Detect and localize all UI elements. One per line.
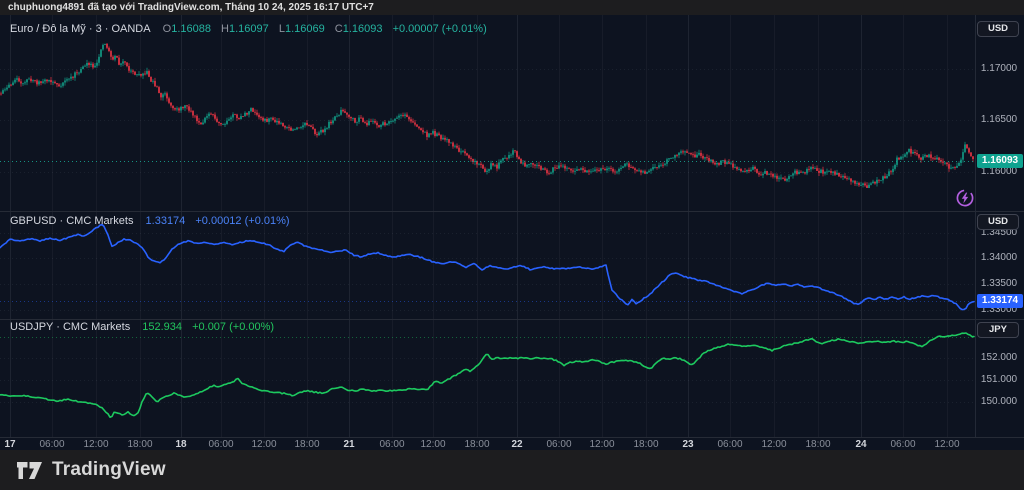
time-axis-label: 12:00 xyxy=(83,439,109,450)
price-axis-label: 150.000 xyxy=(980,396,1018,407)
time-axis-label: 12:00 xyxy=(934,439,960,450)
time-axis-label: 06:00 xyxy=(717,439,743,450)
time-axis-label: 12:00 xyxy=(420,439,446,450)
price-axis-label: 1.33000 xyxy=(980,304,1018,315)
lightning-bolt-icon xyxy=(956,189,974,207)
price-axis-label: 151.000 xyxy=(980,374,1018,385)
gbpusd-line-series xyxy=(0,223,975,311)
attribution-bar: chuphuong4891 đã tạo với TradingView.com… xyxy=(0,0,1024,15)
horizontal-gridlines xyxy=(0,233,975,311)
currency-button-jpy-usdjpy[interactable]: JPY xyxy=(977,322,1019,338)
gbpusd-legend[interactable]: GBPUSD · CMC Markets 1.33174 +0.00012 (+… xyxy=(10,215,290,227)
ohlc-close-value: 1.16093 xyxy=(342,23,383,35)
time-axis-label: 21 xyxy=(343,439,355,450)
time-axis-label: 18:00 xyxy=(633,439,659,450)
eurusd-change: +0.00007 (+0.01%) xyxy=(392,23,487,35)
usdjpy-symbol-title: USDJPY · CMC Markets xyxy=(10,321,131,333)
usdjpy-change: +0.007 (+0.00%) xyxy=(192,321,275,333)
ohlc-high-value: 1.16097 xyxy=(229,23,269,35)
eurusd-candle-series xyxy=(0,42,974,189)
gbpusd-change: +0.00012 (+0.01%) xyxy=(195,215,290,227)
ohlc-close-key: C xyxy=(334,23,343,35)
time-axis-label: 18 xyxy=(175,439,187,450)
ohlc-open-value: 1.16088 xyxy=(171,23,211,35)
vertical-gridlines xyxy=(10,15,948,437)
time-axis-label: 06:00 xyxy=(208,439,234,450)
eurusd-legend[interactable]: Euro / Đô la Mỹ · 3 · OANDA O1.16088 H1.… xyxy=(10,23,487,35)
tradingview-wordmark[interactable]: TradingView xyxy=(52,459,166,480)
footer-bar: TradingView xyxy=(0,450,1024,490)
time-axis-label: 18:00 xyxy=(294,439,320,450)
flash-boost-icon[interactable] xyxy=(955,188,975,208)
horizontal-gridlines xyxy=(0,358,975,403)
attribution-text: chuphuong4891 đã tạo với TradingView.com… xyxy=(8,2,374,13)
horizontal-gridlines xyxy=(0,69,975,173)
time-axis-label: 24 xyxy=(855,439,867,450)
currency-button-usd-eurusd[interactable]: USD xyxy=(977,21,1019,37)
tradingview-logo-icon[interactable] xyxy=(16,460,43,481)
time-axis-label: 12:00 xyxy=(251,439,277,450)
time-axis-label: 06:00 xyxy=(890,439,916,450)
eurusd-last-price-label: 1.16093 xyxy=(977,154,1023,168)
ohlc-low-value: 1.16069 xyxy=(284,23,325,35)
currency-button-usd-gbpusd[interactable]: USD xyxy=(977,214,1019,230)
time-axis-label: 06:00 xyxy=(546,439,572,450)
time-axis-label: 12:00 xyxy=(589,439,615,450)
price-axis-label: 1.16500 xyxy=(980,114,1018,125)
ohlc-high-key: H xyxy=(221,23,229,35)
price-axis-label: 1.17000 xyxy=(980,63,1018,74)
time-axis-label: 23 xyxy=(682,439,694,450)
price-axis-label: 1.34000 xyxy=(980,252,1018,263)
gbpusd-symbol-title: GBPUSD · CMC Markets xyxy=(10,215,134,227)
gbpusd-last-price-label: 1.33174 xyxy=(977,294,1023,308)
usdjpy-value: 152.934 xyxy=(142,321,183,333)
time-axis-label: 18:00 xyxy=(464,439,490,450)
price-axis-label: 1.16000 xyxy=(980,166,1018,177)
ohlc-open-key: O xyxy=(162,23,172,35)
time-axis-label: 12:00 xyxy=(761,439,787,450)
time-axis-label: 06:00 xyxy=(39,439,65,450)
eurusd-symbol-title: Euro / Đô la Mỹ · 3 · OANDA xyxy=(10,23,151,35)
time-axis-label: 17 xyxy=(4,439,16,450)
time-axis-label: 22 xyxy=(511,439,523,450)
price-axis-label: 1.34500 xyxy=(980,227,1018,238)
price-axis-label: 152.000 xyxy=(980,352,1018,363)
usdjpy-legend[interactable]: USDJPY · CMC Markets 152.934 +0.007 (+0.… xyxy=(10,321,274,333)
time-axis-label: 18:00 xyxy=(805,439,831,450)
time-axis-label: 06:00 xyxy=(379,439,405,450)
time-axis-label: 18:00 xyxy=(127,439,153,450)
ohlc-low-key: L xyxy=(278,23,285,35)
usdjpy-line-series xyxy=(0,332,975,418)
price-axis-label: 1.33500 xyxy=(980,278,1018,289)
gbpusd-value: 1.33174 xyxy=(145,215,186,227)
